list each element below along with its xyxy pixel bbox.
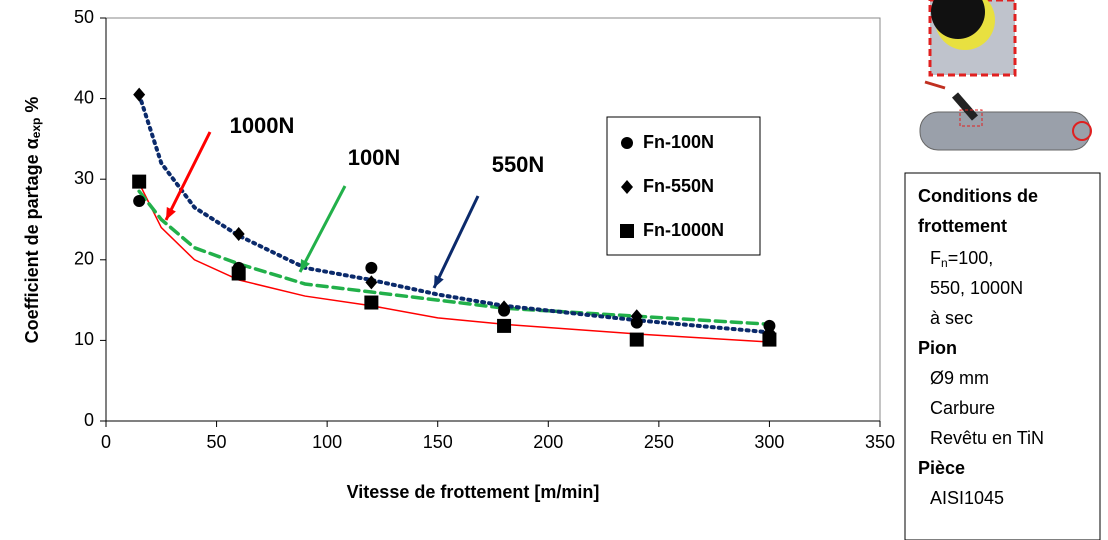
panel-text-part: F — [930, 248, 941, 268]
legend-label: Fn-1000N — [643, 220, 724, 240]
y-tick-label: 0 — [84, 410, 94, 430]
x-tick-label: 50 — [207, 432, 227, 452]
annotation-arrow — [432, 195, 480, 289]
annotation: 1000N — [230, 113, 295, 138]
y-tick-label: 30 — [74, 168, 94, 188]
pin-body — [931, 0, 985, 39]
point — [497, 318, 512, 333]
point — [629, 332, 644, 347]
y-axis-title-part: Coefficient de partage α — [22, 138, 42, 343]
x-tick-label: 250 — [644, 432, 674, 452]
panel-text: Carbure — [930, 398, 995, 418]
legend-marker — [620, 224, 634, 238]
panel-heading: Pion — [918, 338, 957, 358]
point — [630, 309, 643, 324]
y-axis-title: Coefficient de partage αexp% — [22, 97, 43, 344]
point — [498, 300, 511, 315]
point — [133, 87, 146, 102]
arrow-head — [434, 275, 444, 288]
arrow — [924, 80, 946, 90]
workpiece — [919, 111, 1091, 151]
point — [364, 295, 379, 310]
trend-line — [137, 92, 772, 335]
x-tick-label: 300 — [754, 432, 784, 452]
point — [133, 194, 146, 207]
legend-marker — [621, 137, 633, 149]
y-axis-title-part: exp — [29, 118, 43, 139]
y-tick-label: 10 — [74, 329, 94, 349]
pin — [951, 92, 979, 121]
zoom-mark — [959, 109, 983, 127]
trend-line — [137, 189, 772, 327]
arrow-head — [300, 259, 311, 272]
annotation-box — [216, 98, 308, 156]
rotation — [1072, 121, 1092, 141]
annotation-arrow — [298, 185, 347, 273]
y-tick-label: 20 — [74, 249, 94, 269]
panel-text: Revêtu en TiN — [930, 428, 1044, 448]
annotation: 550N — [492, 152, 545, 177]
trend-line — [138, 182, 771, 343]
point — [232, 227, 245, 242]
annotation: 100N — [348, 145, 401, 170]
panel-text-part: =100, — [948, 248, 994, 268]
panel-text: 550, 1000N — [930, 278, 1023, 298]
conditions-box — [904, 172, 1101, 540]
arrow-head — [166, 207, 176, 220]
annotation-box — [464, 140, 572, 192]
panel-text-part: n — [941, 256, 948, 270]
panel-heading: Pièce — [918, 458, 965, 478]
y-tick-label: 40 — [74, 87, 94, 107]
point — [762, 332, 777, 347]
x-tick-label: 350 — [865, 432, 895, 452]
point — [231, 266, 246, 281]
panel-text: à sec — [930, 308, 973, 328]
y-axis-title-part: % — [22, 97, 42, 113]
legend-marker — [621, 180, 633, 194]
x-tick-label: 150 — [423, 432, 453, 452]
point — [365, 261, 378, 274]
annotation-box — [328, 130, 420, 188]
x-tick-label: 100 — [312, 432, 342, 452]
illustration — [919, 0, 1092, 151]
panel-text: AISI1045 — [930, 488, 1004, 508]
panel-text: Fn=100, — [930, 248, 993, 270]
y-tick-label: 50 — [74, 7, 94, 27]
point — [365, 275, 378, 290]
x-axis-title: Vitesse de frottement [m/min] — [347, 482, 600, 502]
legend-label: Fn-550N — [643, 176, 714, 196]
panel-title: Conditions de frottement — [918, 186, 1038, 236]
point — [132, 174, 147, 189]
x-tick-label: 200 — [533, 432, 563, 452]
panel-text: Ø9 mm — [930, 368, 989, 388]
annotation-arrow — [164, 131, 212, 221]
legend-label: Fn-100N — [643, 132, 714, 152]
x-tick-label: 0 — [101, 432, 111, 452]
